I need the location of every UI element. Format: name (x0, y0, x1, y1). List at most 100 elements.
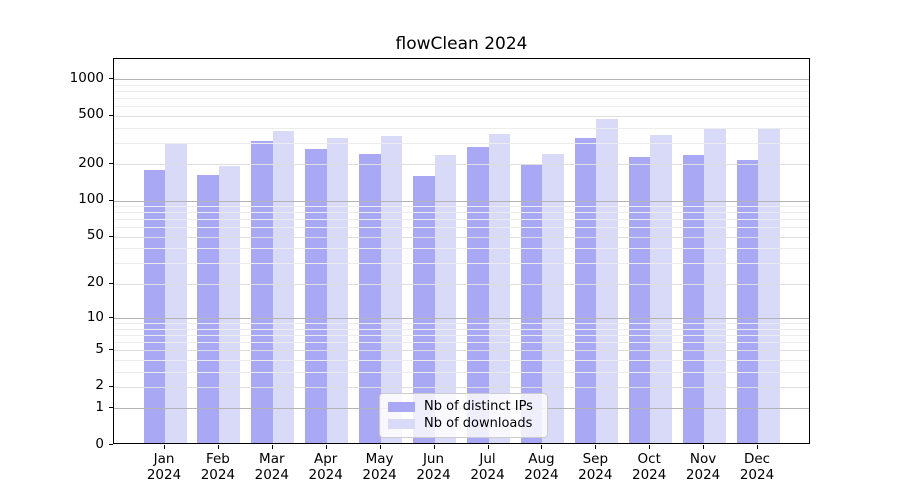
x-tick-year: 2024 (578, 467, 613, 483)
x-tick-label-oct: Oct 2024 (617, 451, 681, 483)
bar-downloads-sep (596, 119, 618, 443)
gridline-600 (114, 106, 809, 108)
gridline-900 (114, 84, 809, 86)
y-tick-mark-10 (109, 317, 113, 318)
gridline-7 (114, 334, 809, 336)
bar-distinct-ips-dec (736, 160, 758, 443)
bar-downloads-oct (650, 134, 672, 443)
x-tick-mark-feb (217, 445, 219, 449)
x-tick-label-feb: Feb 2024 (186, 451, 250, 483)
y-tick-mark-200 (109, 163, 113, 165)
y-tick-mark-0 (109, 444, 113, 445)
y-tick-label-100: 100 (78, 191, 104, 208)
x-tick-month: Sep (582, 451, 609, 467)
bar-downloads-mar (272, 130, 295, 443)
x-tick-mark-jan (164, 445, 165, 449)
y-tick-label-0: 0 (95, 435, 104, 452)
bar-downloads-feb (218, 165, 241, 443)
gridline-60 (114, 227, 809, 229)
x-tick-label-mar: Mar 2024 (240, 451, 304, 483)
bar-downloads-apr (326, 137, 349, 443)
x-tick-year: 2024 (685, 467, 721, 483)
y-tick-label-5: 5 (95, 340, 104, 357)
legend-row-ips: Nb of distinct IPs (388, 400, 538, 414)
gridline-90 (114, 206, 809, 208)
legend-label-distinct-ips: Nb of distinct IPs (424, 399, 533, 414)
bar-distinct-ips-mar (251, 140, 273, 443)
x-tick-month: Nov (689, 451, 717, 467)
gridline-80 (114, 212, 809, 214)
bar-downloads-dec (758, 127, 780, 443)
x-tick-month: Aug (528, 451, 555, 467)
y-tick-mark-1 (109, 407, 113, 409)
x-tick-month: Jun (422, 451, 445, 467)
x-tick-mark-jun (433, 445, 435, 449)
x-tick-label-apr: Apr 2024 (294, 451, 358, 483)
plot-area: Nb of distinct IPs Nb of downloads (113, 58, 810, 444)
x-tick-mark-sep (595, 445, 597, 449)
x-tick-month: Dec (743, 451, 771, 467)
x-tick-mark-nov (703, 445, 705, 449)
y-tick-mark-500 (109, 114, 113, 116)
y-tick-mark-2 (109, 385, 113, 387)
x-tick-year: 2024 (470, 467, 505, 483)
gridline-30 (114, 263, 809, 265)
y-tick-label-1000: 1000 (69, 69, 104, 86)
bar-downloads-aug (542, 153, 564, 443)
gridline-500 (114, 115, 809, 117)
gridline-50 (114, 236, 809, 238)
x-tick-label-dec: Dec 2024 (725, 451, 789, 483)
x-tick-year: 2024 (739, 467, 775, 483)
x-tick-mark-jul (487, 445, 489, 449)
gridline-10 (114, 318, 809, 319)
x-tick-month: Jul (479, 451, 496, 467)
y-tick-mark-50 (109, 235, 113, 237)
x-tick-year: 2024 (254, 467, 289, 483)
x-tick-year: 2024 (632, 467, 667, 483)
bar-downloads-nov (704, 127, 726, 443)
x-tick-mark-mar (271, 445, 273, 449)
chart-title: flowClean 2024 (395, 34, 528, 54)
y-tick-label-10: 10 (86, 308, 104, 325)
bar-distinct-ips-jan (143, 170, 165, 443)
x-tick-label-nov: Nov 2024 (671, 451, 735, 483)
y-tick-label-50: 50 (86, 227, 104, 244)
x-tick-year: 2024 (524, 467, 559, 483)
gridline-3 (114, 371, 809, 373)
y-tick-mark-100 (109, 199, 113, 201)
gridline-8 (114, 328, 809, 330)
legend-swatch-downloads (388, 419, 415, 429)
bar-distinct-ips-aug (520, 164, 543, 443)
gridline-800 (114, 90, 809, 92)
x-tick-year: 2024 (416, 467, 451, 483)
gridline-40 (114, 248, 809, 250)
x-tick-month: Jan (153, 451, 175, 467)
x-tick-month: Oct (637, 451, 661, 467)
x-tick-mark-apr (325, 445, 327, 449)
gridline-6 (114, 341, 809, 343)
y-tick-label-2: 2 (95, 377, 104, 394)
y-tick-label-200: 200 (78, 154, 104, 171)
gridline-5 (114, 350, 809, 352)
x-tick-year: 2024 (146, 467, 182, 483)
legend-label-downloads: Nb of downloads (424, 416, 533, 431)
x-tick-year: 2024 (308, 467, 343, 483)
bar-distinct-ips-feb (197, 174, 219, 443)
x-tick-label-may: May 2024 (348, 451, 412, 483)
x-tick-label-sep: Sep 2024 (563, 451, 627, 483)
bar-distinct-ips-jul (467, 147, 489, 443)
gridline-200 (114, 164, 809, 166)
bar-downloads-jan (165, 142, 187, 443)
y-tick-mark-5 (109, 349, 113, 351)
gridline-400 (114, 127, 809, 129)
x-tick-label-jan: Jan 2024 (132, 451, 196, 483)
gridline-2 (114, 386, 809, 388)
y-tick-mark-1000 (109, 78, 113, 80)
x-tick-mark-aug (541, 445, 543, 449)
x-tick-month: Mar (259, 451, 285, 467)
x-tick-month: Feb (205, 451, 230, 467)
bar-distinct-ips-apr (305, 149, 327, 443)
x-tick-month: Apr (314, 451, 338, 467)
gridline-700 (114, 98, 809, 99)
